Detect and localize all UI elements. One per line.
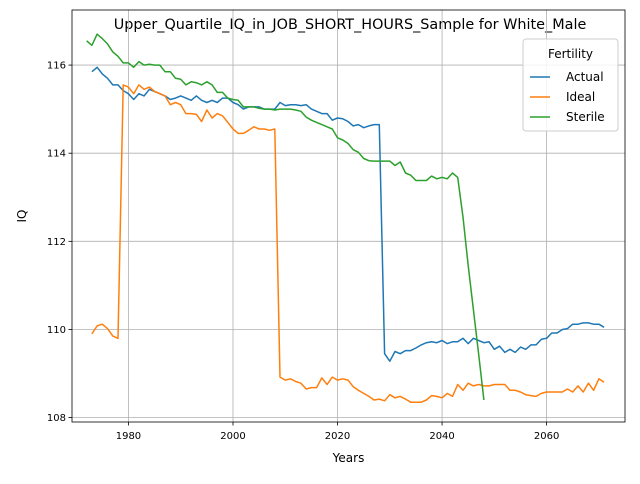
plot-frame bbox=[71, 9, 626, 423]
x-tick-label: 2060 bbox=[534, 431, 559, 442]
series-line-ideal bbox=[91, 84, 605, 403]
legend-items: Actual Ideal Sterile bbox=[530, 70, 605, 124]
y-tick-label: 114 bbox=[47, 149, 66, 160]
series-lines bbox=[86, 33, 605, 403]
legend-label-ideal: Ideal bbox=[566, 90, 595, 104]
legend-label-sterile: Sterile bbox=[566, 110, 605, 124]
x-tick-label: 2020 bbox=[325, 431, 350, 442]
series-line-sterile bbox=[86, 33, 485, 401]
x-tick-label: 1980 bbox=[116, 431, 141, 442]
legend: Fertility Actual Ideal Sterile bbox=[522, 38, 619, 132]
y-tick-label: 110 bbox=[47, 325, 66, 336]
x-axis-label: Years bbox=[332, 451, 365, 465]
x-axis: 1980 2000 2020 2040 2060 bbox=[116, 422, 559, 442]
x-tick-label: 2040 bbox=[429, 431, 454, 442]
y-tick-label: 108 bbox=[47, 413, 66, 424]
legend-title: Fertility bbox=[548, 47, 593, 61]
y-tick-label: 112 bbox=[47, 237, 66, 248]
y-tick-label: 116 bbox=[47, 61, 66, 72]
legend-label-actual: Actual bbox=[566, 70, 604, 84]
y-axis: 108 110 112 114 116 bbox=[47, 61, 72, 424]
legend-box bbox=[522, 38, 619, 132]
x-tick-label: 2000 bbox=[220, 431, 245, 442]
chart-title: Upper_Quartile_IQ_in_JOB_SHORT_HOURS_Sam… bbox=[114, 17, 587, 33]
y-axis-label: IQ bbox=[15, 210, 29, 223]
series-line-actual bbox=[91, 66, 605, 362]
